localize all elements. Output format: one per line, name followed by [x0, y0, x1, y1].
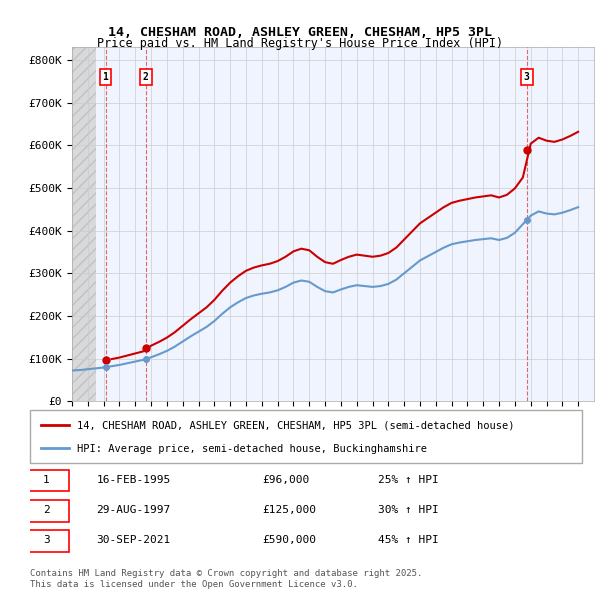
Text: 14, CHESHAM ROAD, ASHLEY GREEN, CHESHAM, HP5 3PL: 14, CHESHAM ROAD, ASHLEY GREEN, CHESHAM,… — [108, 26, 492, 39]
Text: 30-SEP-2021: 30-SEP-2021 — [96, 535, 170, 545]
Text: HPI: Average price, semi-detached house, Buckinghamshire: HPI: Average price, semi-detached house,… — [77, 444, 427, 454]
FancyBboxPatch shape — [30, 410, 582, 463]
Text: 16-FEB-1995: 16-FEB-1995 — [96, 474, 170, 484]
Text: 25% ↑ HPI: 25% ↑ HPI — [378, 474, 439, 484]
Text: £590,000: £590,000 — [262, 535, 316, 545]
Text: £96,000: £96,000 — [262, 474, 309, 484]
Text: 14, CHESHAM ROAD, ASHLEY GREEN, CHESHAM, HP5 3PL (semi-detached house): 14, CHESHAM ROAD, ASHLEY GREEN, CHESHAM,… — [77, 421, 514, 431]
Text: 2: 2 — [43, 505, 50, 515]
Text: Contains HM Land Registry data © Crown copyright and database right 2025.
This d: Contains HM Land Registry data © Crown c… — [30, 569, 422, 589]
Text: 29-AUG-1997: 29-AUG-1997 — [96, 505, 170, 515]
Text: 30% ↑ HPI: 30% ↑ HPI — [378, 505, 439, 515]
Text: 45% ↑ HPI: 45% ↑ HPI — [378, 535, 439, 545]
Bar — [72, 47, 96, 401]
Text: 3: 3 — [524, 72, 530, 82]
Text: Price paid vs. HM Land Registry's House Price Index (HPI): Price paid vs. HM Land Registry's House … — [97, 37, 503, 50]
Text: 2: 2 — [143, 72, 149, 82]
Text: 1: 1 — [103, 72, 109, 82]
Text: 1: 1 — [43, 474, 50, 484]
Text: £125,000: £125,000 — [262, 505, 316, 515]
Text: 3: 3 — [43, 535, 50, 545]
